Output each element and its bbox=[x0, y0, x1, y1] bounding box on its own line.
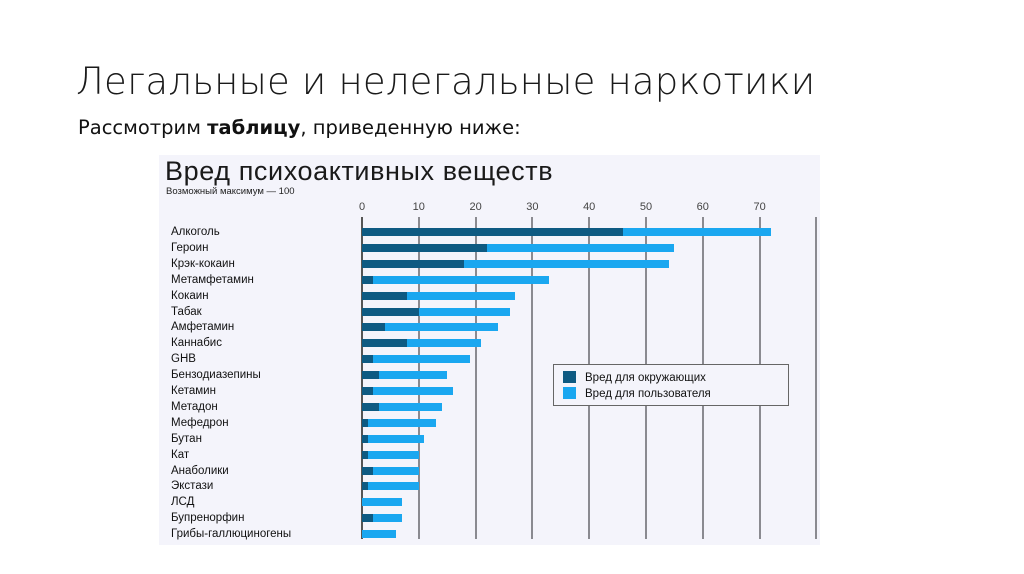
bar-harm-to-others bbox=[362, 434, 368, 443]
chart-subtitle: Возможный максимум — 100 bbox=[166, 186, 295, 197]
bar-harm-to-users bbox=[407, 291, 516, 300]
legend-item-others: Вред для окружающих bbox=[563, 371, 706, 384]
category-label: Кат bbox=[171, 448, 190, 461]
category-label: Экстази bbox=[171, 480, 214, 493]
category-label: Каннабис bbox=[171, 337, 222, 350]
bar-harm-to-users bbox=[418, 307, 510, 316]
category-label: Табак bbox=[171, 305, 202, 318]
x-tick-label: 10 bbox=[412, 201, 425, 213]
subtitle-text-post: , приведенную ниже: bbox=[300, 116, 521, 139]
x-tick-label: 50 bbox=[639, 201, 653, 213]
bar-harm-to-others bbox=[362, 450, 368, 459]
category-label: Грибы-галлюциногены bbox=[171, 528, 292, 541]
x-tick-label: 0 bbox=[358, 201, 366, 213]
bar-harm-to-users bbox=[373, 275, 550, 284]
category-label: Метадон bbox=[171, 400, 218, 413]
x-tick-label: 20 bbox=[469, 201, 482, 213]
category-label: Крэк-кокаин bbox=[171, 257, 235, 270]
gridline bbox=[815, 217, 818, 539]
bar-harm-to-others bbox=[362, 418, 368, 427]
bar-harm-to-others bbox=[362, 482, 368, 491]
x-tick-label: 60 bbox=[696, 201, 709, 213]
legend-label-users: Вред для пользователя bbox=[585, 388, 711, 400]
bar-harm-to-users bbox=[362, 530, 397, 539]
category-label: ЛСД bbox=[171, 496, 195, 509]
bar-harm-to-users bbox=[367, 418, 436, 427]
bar-harm-to-users bbox=[373, 514, 402, 523]
x-tick-label: 40 bbox=[583, 201, 596, 213]
bar-harm-to-others bbox=[362, 291, 408, 300]
bar-harm-to-users bbox=[379, 402, 442, 411]
category-label: Кетамин bbox=[171, 385, 216, 397]
legend-label-others: Вред для окружающих bbox=[585, 372, 706, 384]
legend-item-users: Вред для пользователя bbox=[563, 387, 711, 400]
bar-harm-to-users bbox=[486, 243, 675, 252]
bar-harm-to-others bbox=[362, 514, 374, 523]
bar-harm-to-users bbox=[623, 228, 771, 236]
bar-harm-to-others bbox=[362, 355, 374, 364]
bar-harm-to-users bbox=[373, 387, 453, 395]
category-label: GHB bbox=[171, 353, 196, 366]
bar-harm-to-others bbox=[362, 402, 380, 411]
category-label: Бензодиазепины bbox=[171, 369, 261, 382]
bar-harm-to-users bbox=[373, 466, 419, 475]
category-label: Анаболики bbox=[171, 464, 229, 477]
legend-swatch-others bbox=[563, 371, 576, 383]
bar-harm-to-others bbox=[362, 228, 624, 236]
bar-harm-to-others bbox=[362, 275, 374, 284]
bar-harm-to-users bbox=[367, 482, 419, 491]
bar-harm-to-others bbox=[362, 307, 419, 316]
x-tick-label: 30 bbox=[526, 201, 539, 213]
slide-title: Легальные и нелегальные наркотики bbox=[76, 60, 816, 103]
chart-legend: Вред для окружающих Вред для пользовател… bbox=[553, 364, 789, 406]
bar-harm-to-users bbox=[367, 450, 419, 459]
slide-subtitle: Рассмотрим таблицу, приведенную ниже: bbox=[78, 116, 521, 139]
category-label: Бутан bbox=[171, 432, 202, 445]
gridline bbox=[531, 217, 534, 539]
bar-harm-to-users bbox=[407, 339, 482, 348]
category-label: Кокаин bbox=[171, 289, 209, 302]
legend-swatch-users bbox=[563, 387, 576, 399]
bar-harm-to-users bbox=[464, 259, 669, 268]
bar-harm-to-users bbox=[384, 323, 499, 332]
bar-harm-to-others bbox=[362, 339, 408, 348]
category-label: Алкоголь bbox=[171, 226, 220, 238]
bar-harm-to-users bbox=[362, 498, 402, 507]
chart-title: Вред психоактивных веществ bbox=[165, 156, 554, 186]
bar-harm-to-others bbox=[362, 371, 380, 380]
category-label: Метамфетамин bbox=[171, 273, 254, 286]
x-tick-label: 70 bbox=[753, 201, 766, 213]
bar-harm-to-others bbox=[362, 466, 374, 475]
bar-harm-to-others bbox=[362, 243, 487, 252]
gridline bbox=[474, 217, 477, 539]
subtitle-text-bold: таблицу bbox=[207, 116, 301, 139]
bar-harm-to-others bbox=[362, 387, 374, 395]
category-label: Героин bbox=[171, 241, 209, 254]
category-label: Мефедрон bbox=[171, 416, 229, 429]
bar-harm-to-users bbox=[379, 371, 448, 380]
bar-harm-to-users bbox=[373, 355, 470, 364]
bar-harm-to-users bbox=[367, 434, 425, 443]
category-label: Бупренорфин bbox=[171, 512, 245, 525]
bar-harm-to-others bbox=[362, 323, 385, 332]
subtitle-text-pre: Рассмотрим bbox=[78, 116, 208, 139]
harm-chart: Вред психоактивных веществ Возможный мак… bbox=[159, 155, 820, 545]
category-label: Амфетамин bbox=[171, 321, 235, 334]
bar-harm-to-others bbox=[362, 259, 465, 268]
